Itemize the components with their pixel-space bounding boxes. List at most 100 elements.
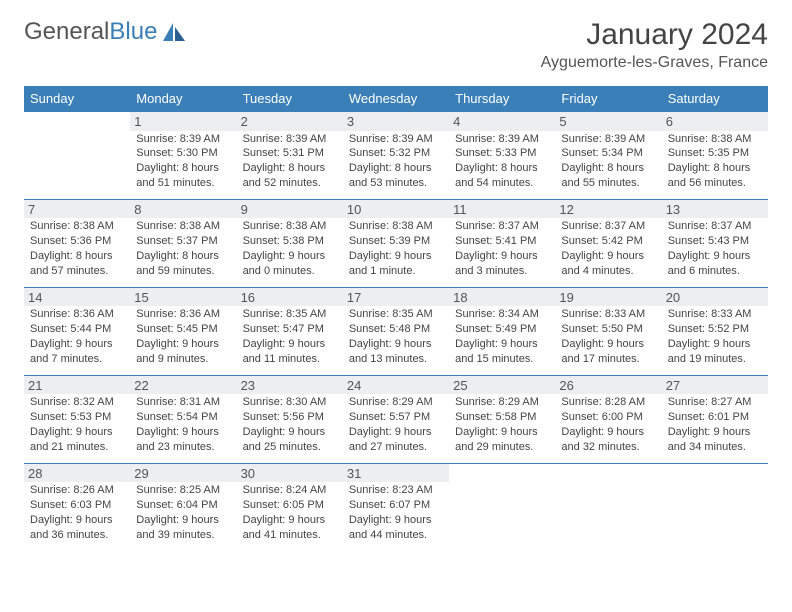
week-row: 21Sunrise: 8:32 AMSunset: 5:53 PM Dayligh… xyxy=(24,375,768,463)
sunrise-text: Sunrise: 8:33 AM xyxy=(561,307,655,322)
daylight-text: Daylight: 9 hours xyxy=(668,337,762,352)
day-number: 26 xyxy=(555,376,661,395)
daylight-text: and 4 minutes. xyxy=(561,264,655,279)
day-cell xyxy=(555,463,661,550)
sunset-text: Sunset: 5:54 PM xyxy=(136,410,230,425)
sunset-text: Sunset: 5:57 PM xyxy=(349,410,443,425)
day-cell: 5Sunrise: 8:39 AMSunset: 5:34 PMDaylight… xyxy=(555,112,661,200)
title-block: January 2024 Ayguemorte-les-Graves, Fran… xyxy=(541,18,768,72)
day-cell: 2Sunrise: 8:39 AMSunset: 5:31 PMDaylight… xyxy=(237,112,343,200)
month-title: January 2024 xyxy=(541,18,768,52)
sunset-text: Sunset: 5:53 PM xyxy=(30,410,124,425)
sunset-text: Sunset: 5:47 PM xyxy=(243,322,337,337)
sunrise-text: Sunrise: 8:29 AM xyxy=(455,395,549,410)
day-cell: 31Sunrise: 8:23 AMSunset: 6:07 PMDayligh… xyxy=(343,463,449,550)
daylight-text: and 51 minutes. xyxy=(136,176,230,191)
sunrise-text: Sunrise: 8:37 AM xyxy=(668,219,762,234)
daylight-text: and 53 minutes. xyxy=(349,176,443,191)
header: GeneralBlue January 2024 Ayguemorte-les-… xyxy=(24,18,768,72)
day-cell: 27Sunrise: 8:27 AMSunset: 6:01 PMDayligh… xyxy=(662,375,768,463)
sunrise-text: Sunrise: 8:37 AM xyxy=(561,219,655,234)
daylight-text: and 0 minutes. xyxy=(243,264,337,279)
weekday-header: Saturday xyxy=(662,86,768,112)
sunset-text: Sunset: 5:38 PM xyxy=(243,234,337,249)
day-number: 10 xyxy=(343,200,449,219)
daylight-text: Daylight: 9 hours xyxy=(455,425,549,440)
sunset-text: Sunset: 5:34 PM xyxy=(561,146,655,161)
sunrise-text: Sunrise: 8:26 AM xyxy=(30,483,124,498)
daylight-text: Daylight: 8 hours xyxy=(243,161,337,176)
sunset-text: Sunset: 5:32 PM xyxy=(349,146,443,161)
daylight-text: Daylight: 9 hours xyxy=(668,249,762,264)
daylight-text: and 21 minutes. xyxy=(30,440,124,455)
day-number: 11 xyxy=(449,200,555,219)
week-row: 28Sunrise: 8:26 AMSunset: 6:03 PMDayligh… xyxy=(24,463,768,550)
daylight-text: and 36 minutes. xyxy=(30,528,124,543)
day-number: 25 xyxy=(449,376,555,395)
daylight-text: and 9 minutes. xyxy=(136,352,230,367)
day-number: 30 xyxy=(237,464,343,483)
calendar-table: SundayMondayTuesdayWednesdayThursdayFrid… xyxy=(24,86,768,551)
sunrise-text: Sunrise: 8:39 AM xyxy=(561,132,655,147)
daylight-text: Daylight: 9 hours xyxy=(30,513,124,528)
daylight-text: and 29 minutes. xyxy=(455,440,549,455)
sunrise-text: Sunrise: 8:23 AM xyxy=(349,483,443,498)
sunset-text: Sunset: 5:41 PM xyxy=(455,234,549,249)
day-cell: 17Sunrise: 8:35 AMSunset: 5:48 PMDayligh… xyxy=(343,287,449,375)
daylight-text: Daylight: 9 hours xyxy=(349,513,443,528)
sunrise-text: Sunrise: 8:35 AM xyxy=(243,307,337,322)
day-cell: 21Sunrise: 8:32 AMSunset: 5:53 PMDayligh… xyxy=(24,375,130,463)
daylight-text: and 17 minutes. xyxy=(561,352,655,367)
location: Ayguemorte-les-Graves, France xyxy=(541,54,768,72)
daylight-text: Daylight: 9 hours xyxy=(243,337,337,352)
day-cell: 24Sunrise: 8:29 AMSunset: 5:57 PMDayligh… xyxy=(343,375,449,463)
day-number: 20 xyxy=(662,288,768,307)
sunset-text: Sunset: 5:39 PM xyxy=(349,234,443,249)
daylight-text: Daylight: 9 hours xyxy=(30,337,124,352)
daylight-text: Daylight: 9 hours xyxy=(243,249,337,264)
day-number: 14 xyxy=(24,288,130,307)
sunset-text: Sunset: 5:52 PM xyxy=(668,322,762,337)
sunrise-text: Sunrise: 8:38 AM xyxy=(136,219,230,234)
day-cell: 23Sunrise: 8:30 AMSunset: 5:56 PMDayligh… xyxy=(237,375,343,463)
day-number: 19 xyxy=(555,288,661,307)
day-number: 21 xyxy=(24,376,130,395)
day-number: 29 xyxy=(130,464,236,483)
weekday-header-row: SundayMondayTuesdayWednesdayThursdayFrid… xyxy=(24,86,768,112)
daylight-text: and 52 minutes. xyxy=(243,176,337,191)
daylight-text: and 59 minutes. xyxy=(136,264,230,279)
daylight-text: Daylight: 9 hours xyxy=(668,425,762,440)
sunrise-text: Sunrise: 8:24 AM xyxy=(243,483,337,498)
sunrise-text: Sunrise: 8:38 AM xyxy=(349,219,443,234)
day-cell: 30Sunrise: 8:24 AMSunset: 6:05 PMDayligh… xyxy=(237,463,343,550)
day-number: 12 xyxy=(555,200,661,219)
day-cell: 1Sunrise: 8:39 AMSunset: 5:30 PMDaylight… xyxy=(130,112,236,200)
sunrise-text: Sunrise: 8:25 AM xyxy=(136,483,230,498)
day-cell: 10Sunrise: 8:38 AMSunset: 5:39 PMDayligh… xyxy=(343,199,449,287)
daylight-text: and 13 minutes. xyxy=(349,352,443,367)
daylight-text: and 19 minutes. xyxy=(668,352,762,367)
daylight-text: and 3 minutes. xyxy=(455,264,549,279)
day-cell: 26Sunrise: 8:28 AMSunset: 6:00 PMDayligh… xyxy=(555,375,661,463)
daylight-text: and 56 minutes. xyxy=(668,176,762,191)
day-cell: 16Sunrise: 8:35 AMSunset: 5:47 PMDayligh… xyxy=(237,287,343,375)
sunrise-text: Sunrise: 8:29 AM xyxy=(349,395,443,410)
sunset-text: Sunset: 6:04 PM xyxy=(136,498,230,513)
day-number: 6 xyxy=(662,112,768,131)
sunrise-text: Sunrise: 8:34 AM xyxy=(455,307,549,322)
daylight-text: and 11 minutes. xyxy=(243,352,337,367)
sail-icon xyxy=(161,21,187,43)
daylight-text: Daylight: 8 hours xyxy=(668,161,762,176)
day-number: 24 xyxy=(343,376,449,395)
daylight-text: and 27 minutes. xyxy=(349,440,443,455)
sunrise-text: Sunrise: 8:32 AM xyxy=(30,395,124,410)
week-row: 7Sunrise: 8:38 AMSunset: 5:36 PMDaylight… xyxy=(24,199,768,287)
sunrise-text: Sunrise: 8:38 AM xyxy=(243,219,337,234)
sunset-text: Sunset: 5:50 PM xyxy=(561,322,655,337)
sunset-text: Sunset: 6:00 PM xyxy=(561,410,655,425)
sunset-text: Sunset: 5:37 PM xyxy=(136,234,230,249)
daylight-text: Daylight: 8 hours xyxy=(561,161,655,176)
daylight-text: and 15 minutes. xyxy=(455,352,549,367)
day-cell: 12Sunrise: 8:37 AMSunset: 5:42 PMDayligh… xyxy=(555,199,661,287)
daylight-text: and 25 minutes. xyxy=(243,440,337,455)
